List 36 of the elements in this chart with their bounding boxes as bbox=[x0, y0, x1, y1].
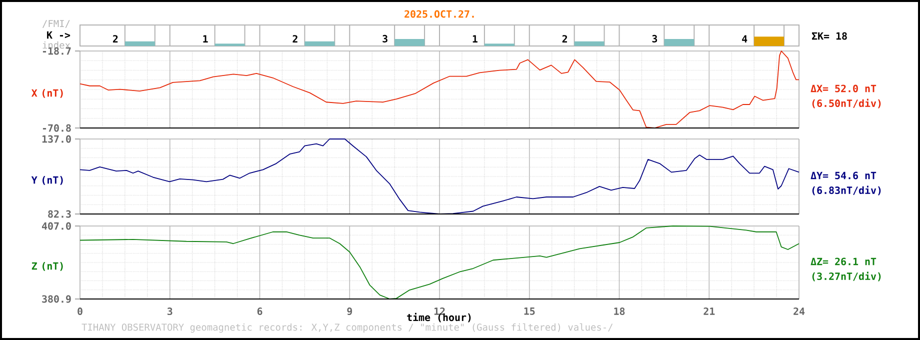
y-tick-label: 82.3 bbox=[48, 210, 71, 218]
y-tick-label: 380.9 bbox=[42, 295, 71, 303]
text: ΔX= 52.0 nT bbox=[810, 84, 876, 92]
data-label: 1 bbox=[472, 35, 478, 42]
text: (6.50nT/div) bbox=[812, 98, 881, 108]
data-label: 1 bbox=[203, 35, 208, 42]
data-label: 3 bbox=[652, 34, 658, 42]
x-tick-label: 3 bbox=[167, 308, 172, 316]
y-tick-label: -70.8 bbox=[42, 124, 71, 132]
x-tick-label: 18 bbox=[614, 308, 625, 316]
text: ΣK= 18 bbox=[812, 32, 847, 40]
y-axis-title: Y (nT) bbox=[31, 176, 63, 185]
chart-title: 2025.OCT.27. bbox=[404, 10, 474, 18]
text: /FMI/ bbox=[42, 20, 70, 28]
data-label: 2 bbox=[292, 35, 298, 42]
y-tick-label: 407.0 bbox=[42, 222, 71, 230]
text: ΔY= 54.6 nT bbox=[810, 172, 876, 180]
x-tick-label: 9 bbox=[347, 308, 352, 316]
y-axis-title: K -> bbox=[47, 31, 70, 39]
data-label: 4 bbox=[742, 35, 748, 42]
text: (6.83nT/div) bbox=[812, 186, 881, 196]
y-tick-label: 137.0 bbox=[42, 135, 71, 143]
x-tick-label: 0 bbox=[78, 308, 82, 316]
x-tick-label: 24 bbox=[794, 308, 805, 315]
data-label: 2 bbox=[562, 35, 567, 42]
data-label: 2 bbox=[112, 35, 118, 42]
text: ΔZ= 26.1 nT bbox=[810, 258, 876, 266]
x-tick-label: 6 bbox=[257, 308, 262, 316]
y-tick-label: -18.7 bbox=[42, 47, 71, 55]
text: (3.27nT/div) bbox=[812, 272, 881, 282]
x-tick-label: 21 bbox=[704, 308, 715, 315]
y-axis-title: X (nT) bbox=[31, 89, 63, 98]
x-tick-label: 15 bbox=[524, 308, 535, 315]
y-axis-title: Z (nT) bbox=[32, 262, 63, 271]
text: TIHANY OBSERVATORY geomagnetic records: X,Y,Z components / "minute" (Gauss filtered) values-/ bbox=[82, 323, 613, 333]
data-label: 3 bbox=[382, 34, 388, 42]
